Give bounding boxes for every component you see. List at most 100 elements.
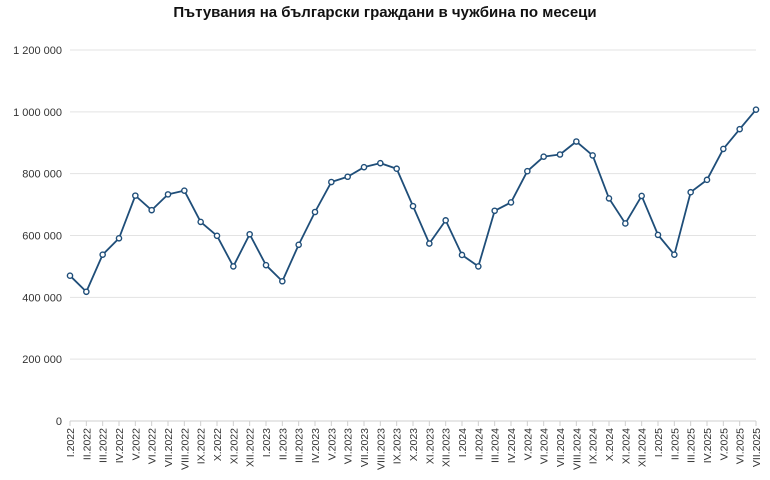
x-tick-label: III.2025 — [686, 428, 698, 463]
x-tick-label: VI.2022 — [147, 428, 159, 464]
x-tick-label: XI.2024 — [620, 428, 632, 464]
x-tick-label: VII.2024 — [555, 428, 567, 467]
x-tick-label: III.2023 — [294, 428, 306, 463]
data-point[interactable] — [360, 163, 368, 171]
y-tick-label: 1 000 000 — [13, 107, 62, 119]
data-point[interactable] — [491, 207, 498, 215]
data-point[interactable] — [736, 125, 743, 133]
data-point[interactable] — [687, 188, 694, 196]
x-tick-label: VII.2025 — [751, 428, 763, 467]
data-point[interactable] — [458, 251, 466, 259]
data-point[interactable] — [246, 230, 253, 238]
data-point[interactable] — [279, 277, 286, 285]
x-tick-label: IV.2024 — [506, 428, 518, 463]
data-point[interactable] — [654, 231, 662, 239]
x-tick-label: IV.2025 — [702, 428, 714, 463]
data-point[interactable] — [589, 152, 596, 159]
data-point[interactable] — [66, 272, 74, 279]
data-point[interactable] — [605, 195, 613, 202]
x-tick-label: II.2022 — [81, 428, 93, 460]
data-point[interactable] — [720, 145, 727, 153]
data-point[interactable] — [556, 151, 564, 158]
x-tick-label: X.2023 — [408, 428, 420, 461]
x-tick-label: VI.2024 — [539, 428, 551, 464]
x-tick-label: XI.2022 — [228, 428, 240, 464]
data-point[interactable] — [622, 220, 629, 227]
data-point[interactable] — [507, 199, 515, 206]
data-point[interactable] — [442, 217, 449, 224]
x-axis: I.2022 II.2022 III.2022 IV.2022 V.2022 VI.202… — [65, 420, 763, 470]
x-tick-label: V.2023 — [326, 428, 338, 460]
data-point[interactable] — [295, 241, 302, 249]
y-tick-label: 200 000 — [22, 354, 62, 366]
data-point[interactable] — [638, 192, 645, 200]
x-tick-label: IX.2022 — [196, 428, 208, 464]
data-point[interactable] — [132, 192, 139, 199]
data-point[interactable] — [230, 263, 237, 270]
x-tick-label: VII.2023 — [359, 428, 371, 467]
x-tick-label: I.2025 — [653, 428, 665, 457]
x-tick-label: V.2025 — [718, 428, 730, 460]
points-layer — [66, 106, 760, 296]
data-point[interactable] — [703, 176, 711, 184]
x-tick-label: II.2025 — [669, 428, 681, 460]
x-tick-label: I.2022 — [65, 428, 77, 457]
x-tick-label: XII.2024 — [637, 428, 649, 467]
data-point[interactable] — [540, 153, 547, 160]
data-point[interactable] — [752, 106, 760, 113]
data-point[interactable] — [328, 178, 335, 186]
data-point[interactable] — [115, 234, 123, 242]
y-axis: 0 200 000 400 000 600 000 800 000 1 000 000 1 … — [13, 45, 62, 428]
x-tick-label: III.2022 — [98, 428, 110, 463]
x-tick-label: V.2024 — [522, 428, 534, 460]
data-point[interactable] — [671, 251, 678, 258]
x-tick-label: XII.2022 — [245, 428, 257, 467]
x-tick-label: XI.2023 — [424, 428, 436, 464]
data-point[interactable] — [524, 167, 531, 175]
series-layer — [69, 109, 757, 293]
x-tick-label: II.2023 — [277, 428, 289, 460]
x-tick-label: X.2022 — [212, 428, 224, 461]
data-point[interactable] — [99, 251, 106, 258]
data-point[interactable] — [393, 165, 400, 173]
x-tick-label: VIII.2023 — [375, 428, 387, 470]
data-point[interactable] — [426, 240, 433, 247]
series-line — [69, 109, 757, 293]
y-tick-label: 0 — [56, 416, 62, 428]
x-tick-label: VI.2025 — [735, 428, 747, 464]
data-point[interactable] — [164, 191, 172, 198]
x-tick-label: VIII.2022 — [179, 428, 191, 470]
x-tick-label: I.2023 — [261, 428, 273, 457]
data-point[interactable] — [181, 187, 188, 194]
data-point[interactable] — [311, 208, 319, 216]
data-point[interactable] — [344, 173, 351, 181]
data-point[interactable] — [83, 288, 90, 296]
x-tick-label: VI.2023 — [343, 428, 355, 464]
x-tick-label: IX.2023 — [392, 428, 404, 464]
data-point[interactable] — [573, 138, 580, 145]
x-tick-label: VII.2022 — [163, 428, 175, 467]
grid-layer — [70, 49, 756, 360]
x-tick-label: VIII.2024 — [571, 428, 583, 470]
data-point[interactable] — [377, 159, 384, 167]
data-point[interactable] — [262, 261, 270, 269]
x-tick-label: III.2024 — [490, 428, 502, 463]
data-point[interactable] — [475, 263, 482, 270]
data-point[interactable] — [197, 218, 204, 226]
x-tick-label: I.2024 — [457, 428, 469, 457]
y-tick-label: 400 000 — [22, 292, 62, 304]
chart-title: Пътувания на български граждани в чужбин… — [173, 4, 597, 21]
x-tick-label: IV.2022 — [114, 428, 126, 463]
x-tick-label: XII.2023 — [441, 428, 453, 467]
data-point[interactable] — [409, 202, 417, 210]
x-tick-label: IV.2023 — [310, 428, 322, 463]
x-tick-label: IX.2024 — [588, 428, 600, 464]
data-point[interactable] — [148, 206, 155, 214]
x-tick-label: II.2024 — [473, 428, 485, 460]
y-tick-label: 600 000 — [22, 231, 62, 243]
x-tick-label: V.2022 — [130, 428, 142, 460]
y-tick-label: 1 200 000 — [13, 45, 62, 57]
data-point[interactable] — [213, 232, 221, 240]
